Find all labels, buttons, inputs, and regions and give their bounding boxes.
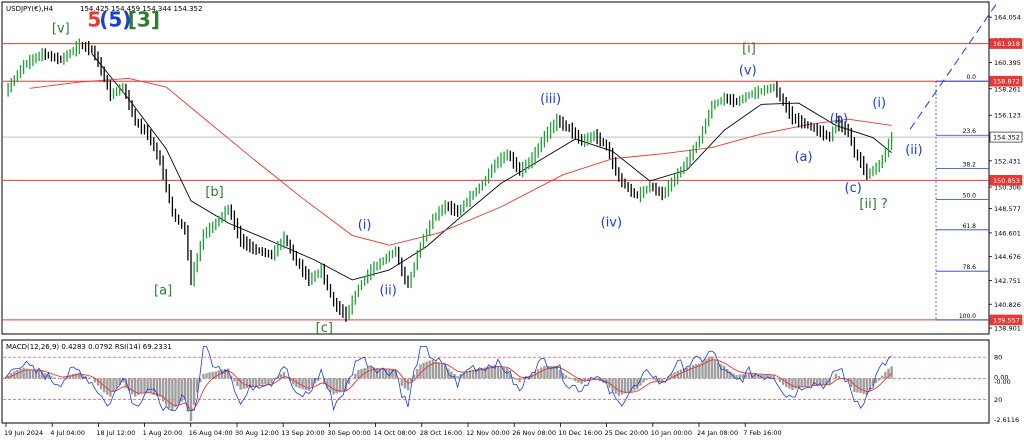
price-tag-label-4: 139.557 (993, 316, 1020, 324)
wave-label-14: (b) (830, 112, 848, 127)
x-tick-label-5: 30 Aug 12:00 (235, 429, 279, 437)
wave-label-8: (ii) (379, 284, 396, 299)
y-tick-label-7: 150.306 (994, 184, 1021, 192)
fib-label-4: 61.8 (963, 223, 977, 230)
y-tick-label-13: 138.901 (994, 325, 1021, 333)
x-tick-label-9: 28 Oct 16:00 (420, 429, 462, 437)
wave-label-16: [ii] ? (859, 197, 887, 212)
price-tag-label-3: 150.853 (993, 177, 1020, 185)
ind-tick-label-3: 20 (994, 396, 1002, 404)
ind-tick-label-4: -2.6116 (994, 416, 1019, 424)
price-tag-box-3 (989, 175, 1023, 186)
price-tag-box-1 (989, 75, 1023, 87)
y-tick-label-2: 160.395 (994, 59, 1021, 67)
wave-label-0: [v] (52, 22, 70, 37)
wave-labels: [v] 5(5)[3] [a] [b] [c] (i) (ii) (iii) (iv) [i] (v… (52, 7, 923, 335)
wave-label-9: (iii) (540, 92, 561, 107)
macd-signal-line (4, 359, 892, 411)
moving-average-2 (29, 77, 892, 246)
wave-label-17: (i) (872, 96, 886, 111)
wave-label-1: 5 (87, 7, 101, 31)
wave-label-11: [i] (742, 41, 756, 56)
price-tags: 161.918 158.872 154.352 150.853 139.557 (989, 38, 1023, 326)
x-tick-label-11: 26 Nov 08:00 (512, 429, 556, 437)
y-tick-label-12: 140.826 (994, 301, 1021, 309)
indicator-header: MACD(12,26,9) 0.4283 0.0792 RSI(14) 69.2… (6, 343, 172, 351)
ind-tick-label-2: -0.00 (994, 378, 1011, 386)
y-tick-label-9: 146.601 (994, 229, 1021, 237)
x-tick-label-14: 10 Jan 00:00 (651, 429, 692, 437)
x-tick-label-15: 24 Jan 08:00 (697, 429, 738, 437)
y-tick-label-6: 152.431 (994, 157, 1021, 165)
y-tick-label-3: 158.261 (994, 85, 1021, 93)
x-tick-label-8: 14 Oct 08:00 (374, 429, 416, 437)
x-tick-label-13: 25 Dec 20:00 (605, 429, 649, 437)
y-tick-label-8: 148.577 (994, 205, 1021, 213)
wave-label-12: (v) (739, 64, 757, 79)
y-tick-label-10: 144.676 (994, 253, 1021, 261)
price-series (7, 38, 893, 322)
x-tick-label-1: 4 Jul 04:00 (50, 429, 85, 437)
wave-label-4: [a] (154, 284, 172, 299)
wave-label-6: [c] (316, 321, 333, 336)
y-tick-label-4: 156.123 (994, 112, 1021, 120)
price-axis: 164.054162.211160.395158.261156.123154.3… (989, 14, 1021, 333)
wave-label-10: (iv) (601, 216, 622, 231)
fib-label-3: 50.0 (963, 193, 977, 200)
fibonacci-levels: 0.0 23.6 38.2 50.0 61.8 78.6 100.0 (935, 74, 989, 321)
wave-label-18: (ii) (905, 143, 922, 158)
price-tag-box-4 (989, 314, 1023, 326)
fib-label-5: 78.6 (963, 264, 977, 271)
price-panel-frame (1, 1, 990, 335)
x-tick-label-4: 16 Aug 04:00 (189, 429, 233, 437)
rsi-line (4, 346, 892, 412)
wave-label-15: (c) (845, 181, 862, 196)
price-tag-label-0: 161.918 (993, 40, 1020, 48)
wave-label-7: (i) (358, 218, 372, 233)
price-tag-label-1: 158.872 (993, 78, 1020, 86)
ind-tick-label-1: 0.00 (994, 374, 1008, 382)
x-tick-label-6: 13 Sep 20:00 (281, 429, 324, 437)
x-tick-label-2: 18 Jul 12:00 (96, 429, 135, 437)
time-axis: 19 Jun 2024 4 Jul 04:00 18 Jul 12:00 1 Aug … (4, 423, 782, 437)
wave-label-5: [b] (205, 185, 223, 200)
chart-header-symbol: USDJPY(€),H4 (6, 5, 54, 13)
moving-average-1 (91, 53, 892, 281)
wave-label-2: (5) (99, 7, 131, 31)
x-tick-label-3: 1 Aug 20:00 (143, 429, 183, 437)
fib-label-1: 23.6 (963, 128, 977, 135)
ind-tick-label-0: 80 (994, 354, 1002, 362)
wave-label-13: (a) (794, 150, 812, 165)
fib-label-6: 100.0 (959, 313, 976, 320)
chart-header-ohlc: 154.425 154.459 154.344 154.352 (80, 5, 202, 13)
indicator-axis: 80 0.00-0.00 20 -2.6116 (994, 354, 1019, 424)
x-tick-label-0: 19 Jun 2024 (4, 429, 43, 437)
indicator-series (3, 346, 989, 422)
x-tick-label-12: 10 Dec 16:00 (558, 429, 602, 437)
y-tick-label-11: 142.751 (994, 277, 1021, 285)
wave-label-3: [3] (128, 7, 160, 31)
support-resistance-lines (3, 43, 989, 321)
fib-label-0: 0.0 (966, 74, 976, 81)
x-tick-label-7: 30 Sep 00:00 (327, 429, 370, 437)
y-tick-label-0: 164.054 (994, 14, 1021, 22)
moving-averages (29, 53, 892, 281)
price-tag-box-0 (989, 38, 1023, 49)
fib-label-2: 38.2 (963, 162, 977, 169)
price-tag-box-2 (989, 131, 1023, 143)
x-tick-label-16: 7 Feb 16:00 (743, 429, 782, 437)
price-tag-label-2: 154.352 (993, 134, 1020, 142)
x-tick-label-10: 12 Nov 00:00 (466, 429, 510, 437)
